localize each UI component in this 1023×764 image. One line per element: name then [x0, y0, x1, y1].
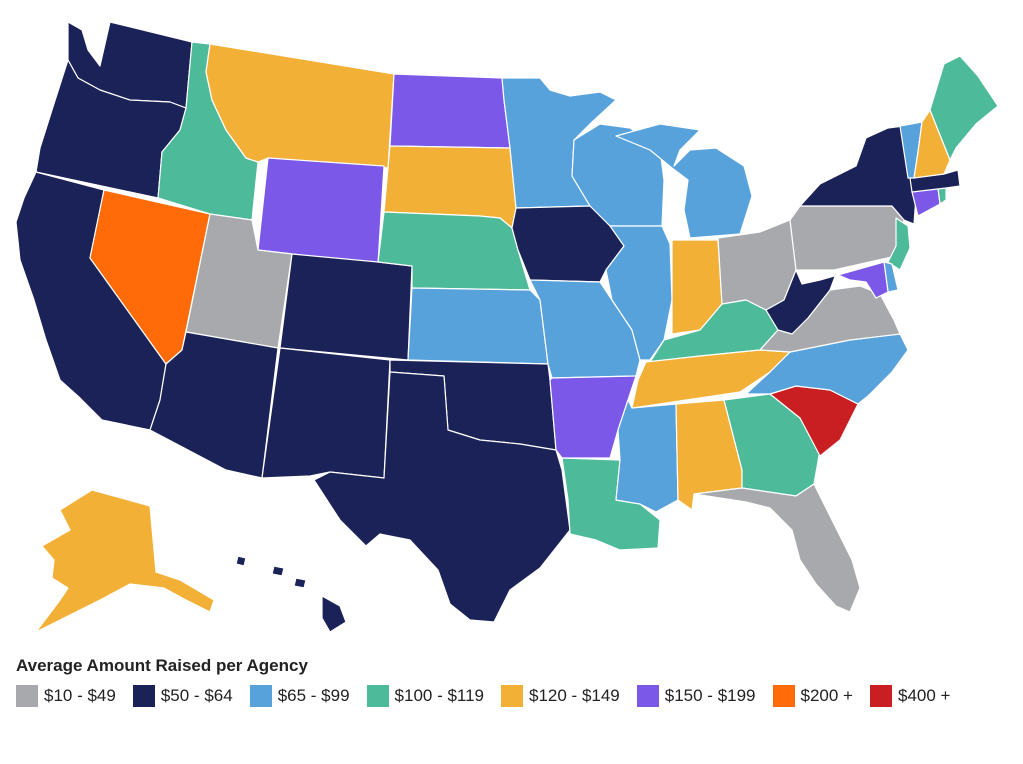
legend-label: $50 - $64	[160, 686, 233, 705]
legend: $10 - $49 $50 - $64 $65 - $99 $100 - $119 $1…	[16, 685, 1006, 707]
state-illinois[interactable]: Illinois	[605, 225, 673, 361]
legend-swatch	[870, 685, 892, 707]
legend-item: $65 - $99	[249, 685, 350, 707]
legend-item: $50 - $64	[132, 685, 233, 707]
legend-label: $150 - $199	[664, 686, 756, 705]
state-minnesota[interactable]: Minnesota	[501, 77, 617, 209]
legend-label: $65 - $99	[277, 686, 350, 705]
legend-swatch	[636, 685, 659, 707]
state-pennsylvania[interactable]: Pennsylvania	[789, 205, 905, 271]
legend-swatch	[772, 685, 795, 707]
state-missouri[interactable]: Missouri	[529, 279, 641, 379]
legend-item: $200 +	[772, 685, 853, 707]
legend-title: Average Amount Raised per Agency	[16, 656, 308, 675]
state-new-mexico[interactable]: New Mexico	[261, 347, 391, 479]
legend-item: $10 - $49	[16, 685, 116, 707]
legend-swatch	[366, 685, 389, 707]
state-mississippi[interactable]: Mississippi	[615, 399, 679, 513]
state-alaska[interactable]: Alaska	[35, 489, 215, 633]
state-maine[interactable]: Maine	[929, 55, 999, 161]
state-kansas[interactable]: Kansas	[407, 287, 549, 365]
legend-swatch	[132, 685, 155, 707]
state-colorado[interactable]: Colorado	[279, 253, 413, 361]
state-texas[interactable]: Texas	[313, 371, 571, 623]
legend-swatch	[501, 685, 524, 707]
legend-item: $120 - $149	[501, 685, 620, 707]
legend-label: $10 - $49	[44, 686, 116, 705]
legend-item: $400 +	[870, 685, 950, 707]
state-florida[interactable]: Florida	[693, 483, 861, 613]
legend-item: $100 - $119	[366, 685, 485, 707]
state-rhode-island[interactable]: Rhode Island	[937, 187, 947, 205]
state-wyoming[interactable]: Wyoming	[257, 157, 385, 265]
legend-label: $200 +	[800, 686, 853, 705]
state-nebraska[interactable]: Nebraska	[377, 211, 531, 291]
state-west-virginia[interactable]: West Virginia	[765, 269, 837, 335]
legend-swatch	[16, 685, 38, 707]
state-north-dakota[interactable]: North Dakota	[389, 73, 511, 149]
legend-item: $150 - $199	[636, 685, 756, 707]
state-maryland[interactable]: Maryland	[819, 261, 889, 299]
state-arkansas[interactable]: Arkansas	[549, 375, 637, 459]
legend-label: $100 - $119	[394, 686, 485, 705]
legend-label: $400 +	[898, 686, 951, 705]
state-new-jersey[interactable]: New Jersey	[887, 217, 911, 271]
state-wisconsin[interactable]: Wisconsin	[571, 123, 665, 227]
legend-label: $120 - $149	[529, 686, 620, 705]
us-choropleth-map: Washington Oregon California Nevada Idah…	[15, 21, 999, 633]
state-michigan[interactable]: Michigan	[615, 123, 753, 239]
state-arizona[interactable]: Arizona	[149, 331, 279, 479]
legend-swatch	[249, 685, 272, 707]
state-hawaii[interactable]: Hawaii	[235, 555, 347, 633]
state-connecticut[interactable]: Connecticut	[911, 187, 941, 217]
